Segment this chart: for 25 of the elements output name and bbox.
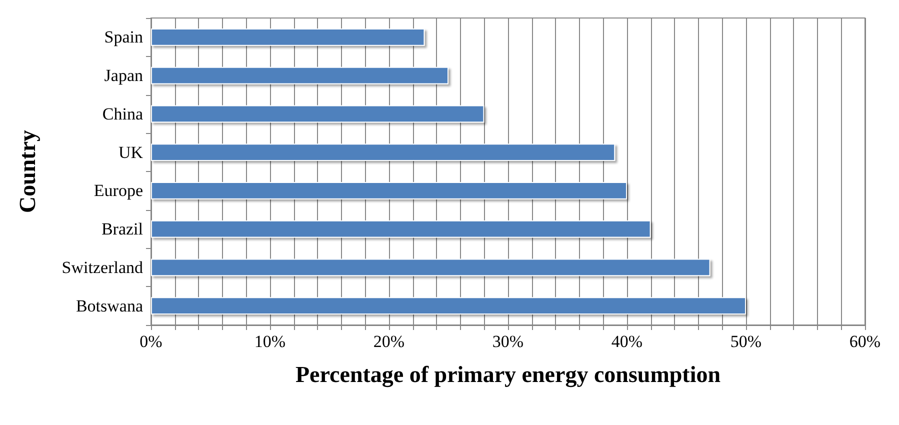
x-tick-label: 10% — [254, 332, 286, 351]
y-tick-label: Europe — [94, 181, 143, 200]
y-tick-label: Brazil — [101, 220, 144, 239]
x-tick-label: 50% — [730, 332, 762, 351]
x-tick-label: 60% — [849, 332, 881, 351]
y-tick-label: Japan — [104, 66, 144, 86]
bar — [151, 66, 448, 84]
x-tick-label: 0% — [140, 332, 162, 351]
x-axis-title: Percentage of primary energy consumption — [296, 362, 721, 388]
y-tick-label: Botswana — [76, 296, 144, 316]
bar — [151, 182, 627, 200]
bar — [151, 28, 425, 46]
y-tick-label: UK — [118, 142, 144, 162]
bar — [151, 220, 651, 238]
bar — [151, 105, 484, 123]
y-tick-label: Switzerland — [62, 258, 144, 277]
x-tick-label: 40% — [611, 332, 643, 351]
y-axis-title: Country — [15, 129, 40, 214]
y-tick-label: China — [102, 104, 144, 124]
x-tick-label: 30% — [492, 332, 524, 351]
bar — [151, 258, 710, 276]
bar — [151, 144, 616, 161]
x-tick-label: 20% — [373, 332, 405, 351]
bar — [151, 297, 746, 314]
y-tick-label: Spain — [104, 28, 144, 47]
